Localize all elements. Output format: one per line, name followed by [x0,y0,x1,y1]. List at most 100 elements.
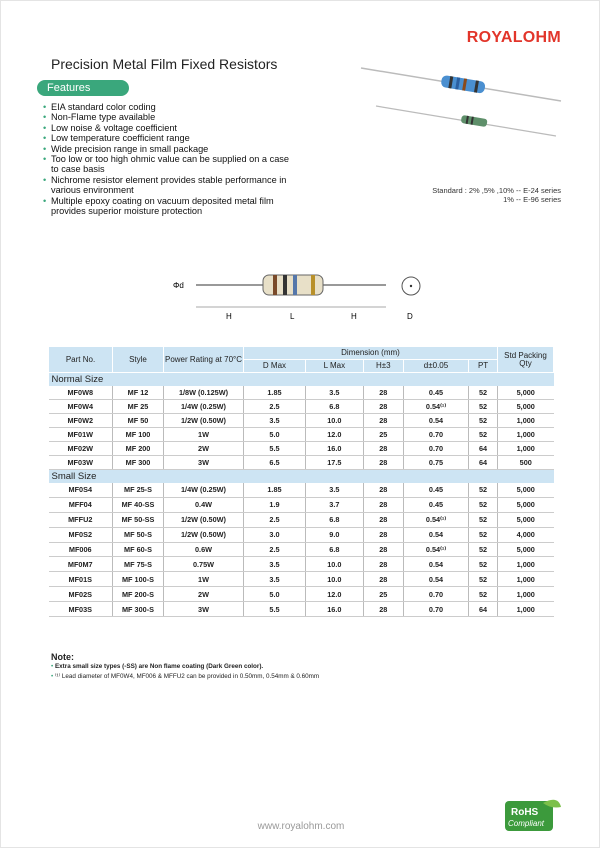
col-qty: Std Packing Qty [497,346,554,373]
table-cell: 0.70 [403,586,470,603]
table-cell: 0.54⁽¹⁾ [403,399,470,414]
table-row: MF02S MF 200-S 2W 5.0 12.0 25 0.70 52 1,000 [48,586,554,603]
table-row: MF0S4 MF 25-S 1/4W (0.25W) 1.85 3.5 28 0.45 52 5… [48,482,554,498]
features-label: Features [37,80,129,96]
table-cell: 0.54 [403,527,470,543]
table-cell: 52 [468,571,498,588]
table-cell: 1/4W (0.25W) [163,399,244,414]
features-list: EIA standard color codingNon-Flame type … [43,102,293,216]
feature-item: Low temperature coefficient range [43,133,293,144]
table-cell: 500 [497,455,554,470]
table-cell: MF0S2 [48,527,113,543]
table-cell: 5,000 [497,497,554,513]
table-row: MF006 MF 60-S 0.6W 2.5 6.8 28 0.54⁽¹⁾ 52 5,000 [48,542,554,558]
table-cell: 2W [163,586,244,603]
table-cell: 17.5 [305,455,364,470]
table-cell: MF 25-S [112,482,164,498]
table-cell: 28 [363,385,404,400]
table-cell: 64 [468,601,498,618]
table-cell: 1W [163,571,244,588]
table-cell: 28 [363,497,404,513]
table-cell: 1.85 [243,385,306,400]
col-h: H±3 [362,359,404,373]
table-cell: 25 [363,586,404,603]
feature-item: Multiple epoxy coating on vacuum deposit… [43,196,293,217]
table-cell: 52 [468,385,498,400]
feature-item: Low noise & voltage coefficient [43,123,293,134]
standard-tolerance-note: Standard : 2% ,5% ,10% -- E-24 series 1% … [432,186,561,204]
table-cell: 1/2W (0.50W) [163,527,244,543]
table-cell: 3.5 [305,482,364,498]
table-cell: 4,000 [497,527,554,543]
table-cell: 9.0 [305,527,364,543]
table-cell: MF 100-S [112,571,164,588]
table-cell: MF 50 [112,413,164,428]
footer-url: www.royalohm.com [257,821,345,832]
table-cell: 12.0 [305,586,364,603]
table-cell: 28 [363,571,404,588]
table-cell: 0.6W [163,542,244,558]
table-cell: MF 50-SS [112,512,164,528]
table-cell: 3.0 [243,527,306,543]
table-cell: 16.0 [305,441,364,456]
table-cell: 0.70 [403,601,470,618]
table-cell: 52 [468,482,498,498]
table-cell: 1W [163,427,244,442]
table-cell: 3.5 [243,571,306,588]
note-text: ⁽¹⁾ Lead diameter of MF0W4, MF006 & MFFU… [54,673,320,680]
table-cell: 3.5 [243,413,306,428]
table-cell: 52 [468,399,498,414]
table-cell: 28 [363,399,404,414]
table-cell: 10.0 [305,556,364,573]
table-cell: 1/4W (0.25W) [163,482,244,498]
lead-diameter-label: Φd [173,281,184,290]
table-cell: 0.54⁽¹⁾ [403,542,470,558]
table-cell: MF 25 [112,399,164,414]
table-cell: MF0W4 [48,399,113,414]
table-cell: 52 [468,413,498,428]
rohs-logo: RoHS Compliant [505,799,561,831]
table-cell: 0.45 [403,482,470,498]
brand-logo: ROYALOHM [466,29,561,46]
dim-h-right: H [351,312,357,321]
table-row: MF0W2 MF 50 1/2W (0.50W) 3.5 10.0 28 0.54 52 1,0… [48,413,554,428]
table-cell: 52 [468,586,498,603]
table-cell: 5.0 [243,586,306,603]
col-pt: PT [468,359,498,373]
dim-h-left: H [226,312,232,321]
table-cell: 1,000 [497,427,554,442]
table-row: MF0W4 MF 25 1/4W (0.25W) 2.5 6.8 28 0.54⁽¹⁾ 52 5… [48,399,554,414]
table-cell: 2.5 [243,399,306,414]
table-cell: 28 [363,542,404,558]
table-cell: 0.45 [403,497,470,513]
table-cell: 0.75W [163,556,244,573]
feature-item: EIA standard color coding [43,102,293,113]
table-cell: 5,000 [497,399,554,414]
feature-item: Non-Flame type available [43,112,293,123]
table-cell: 1,000 [497,413,554,428]
table-row: MF03W MF 300 3W 6.5 17.5 28 0.75 64 500 [48,455,554,470]
note-item: • ⁽¹⁾ Lead diameter of MF0W4, MF006 & MF… [51,673,320,680]
table-cell: 2.5 [243,542,306,558]
table-cell: 12.0 [305,427,364,442]
table-cell: 6.8 [305,399,364,414]
table-cell: 28 [363,512,404,528]
table-cell: 1/8W (0.125W) [163,385,244,400]
table-cell: MF 40-SS [112,497,164,513]
table-cell: 2.5 [243,512,306,528]
table-cell: 5,000 [497,482,554,498]
table-cell: MF02W [48,441,113,456]
table-cell: 52 [468,427,498,442]
table-cell: 5.5 [243,441,306,456]
table-cell: MF 300-S [112,601,164,618]
table-cell: MF01W [48,427,113,442]
table-cell: MF0W8 [48,385,113,400]
table-cell: 28 [363,556,404,573]
table-cell: MFFU2 [48,512,113,528]
table-cell: MF02S [48,586,113,603]
note-item: • Extra small size types (-SS) are Non f… [51,663,264,670]
specs-table: Part No. Style Power Rating at 70°C Dimensi… [48,346,554,618]
table-cell: MF 300 [112,455,164,470]
notes-heading: Note: [51,652,74,662]
